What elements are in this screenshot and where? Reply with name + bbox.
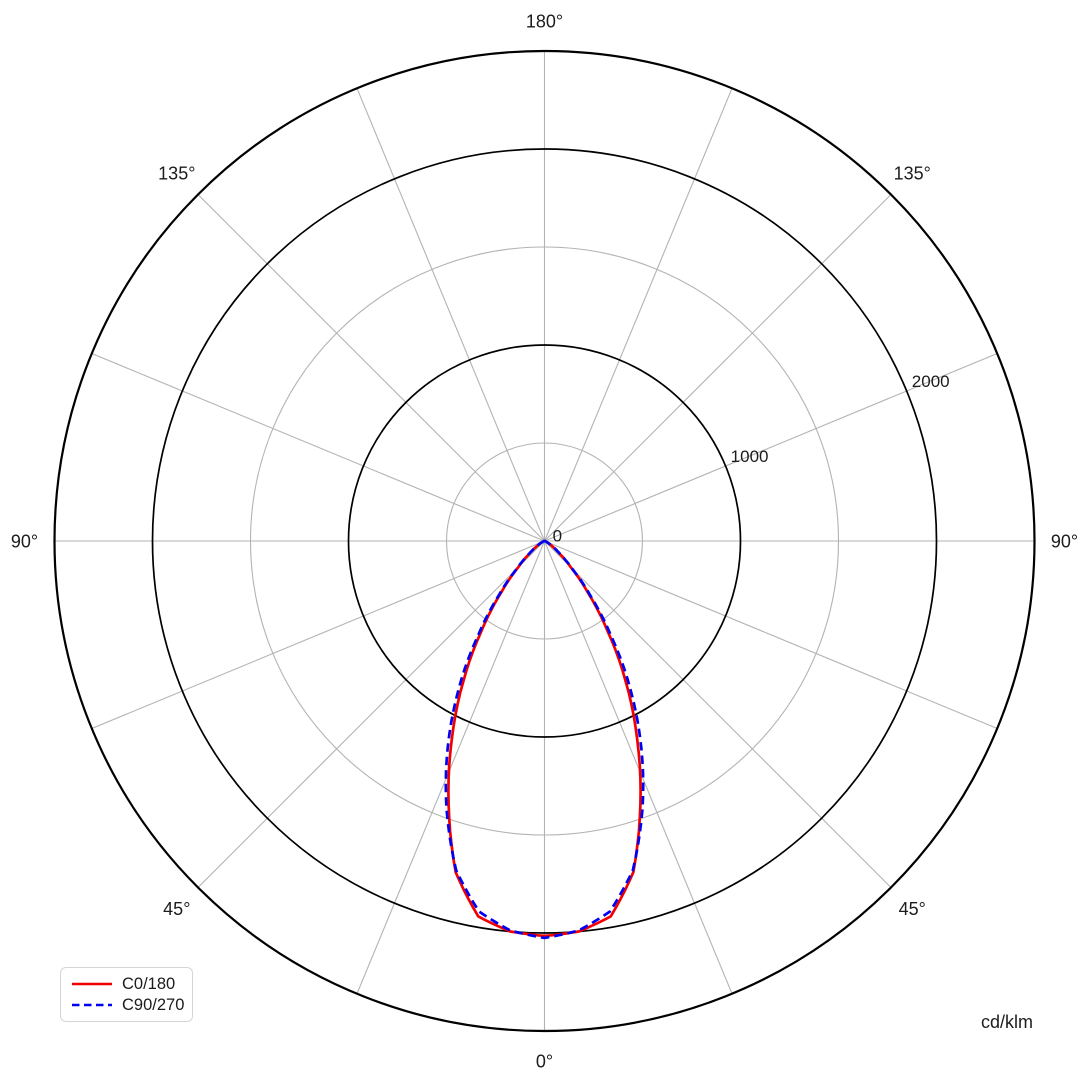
r-tick-label-2000: 2000 — [912, 372, 950, 391]
grid-circle-major — [347, 344, 742, 738]
grid-circle-minor — [249, 246, 840, 836]
units-label: cd/klm — [980, 1012, 1033, 1032]
grid-spoke — [197, 194, 545, 542]
grid-spoke — [544, 540, 998, 730]
grid-spoke — [543, 540, 733, 994]
legend-label-c90-270: C90/270 — [122, 996, 185, 1014]
grid-spoke — [543, 88, 733, 542]
theta-label-90-left: 90° — [11, 531, 38, 551]
grid-spoke — [91, 540, 545, 730]
theta-label-45-right: 45° — [899, 899, 926, 919]
grid-spoke — [544, 352, 998, 542]
theta-label-90-right: 90° — [1051, 531, 1078, 551]
grid-spoke — [356, 88, 546, 542]
polar-grid — [54, 51, 1035, 1031]
polar-spine — [53, 49, 1036, 1033]
legend-label-c0-180: C0/180 — [122, 974, 176, 993]
r-tick-label-1000: 1000 — [731, 447, 769, 466]
curve-c90-270 — [444, 539, 645, 940]
legend-item-c90-270: C90/270 — [71, 996, 185, 1014]
theta-label-0-right: 0° — [536, 1051, 553, 1071]
grid-spoke — [197, 540, 545, 888]
grid-spoke — [544, 194, 892, 542]
legend-line-solid-icon — [72, 982, 112, 986]
grid-circle-minor — [445, 442, 644, 640]
theta-label-45-left: 45° — [163, 899, 190, 919]
theta-label-135-left: 135° — [158, 164, 195, 184]
curve-c0-180 — [447, 539, 642, 938]
grid-spoke — [544, 540, 892, 888]
grid-spoke — [356, 540, 546, 994]
r-tick-label-0: 0 — [553, 527, 562, 546]
theta-label-180-right: 180° — [526, 11, 563, 31]
legend: C0/180 C90/270 — [60, 967, 193, 1022]
grid-spoke — [91, 352, 545, 542]
legend-line-dashed-icon — [72, 1003, 112, 1007]
grid-circle-major — [151, 148, 938, 934]
theta-label-135-right: 135° — [894, 164, 931, 184]
legend-item-c0-180: C0/180 — [71, 974, 182, 993]
